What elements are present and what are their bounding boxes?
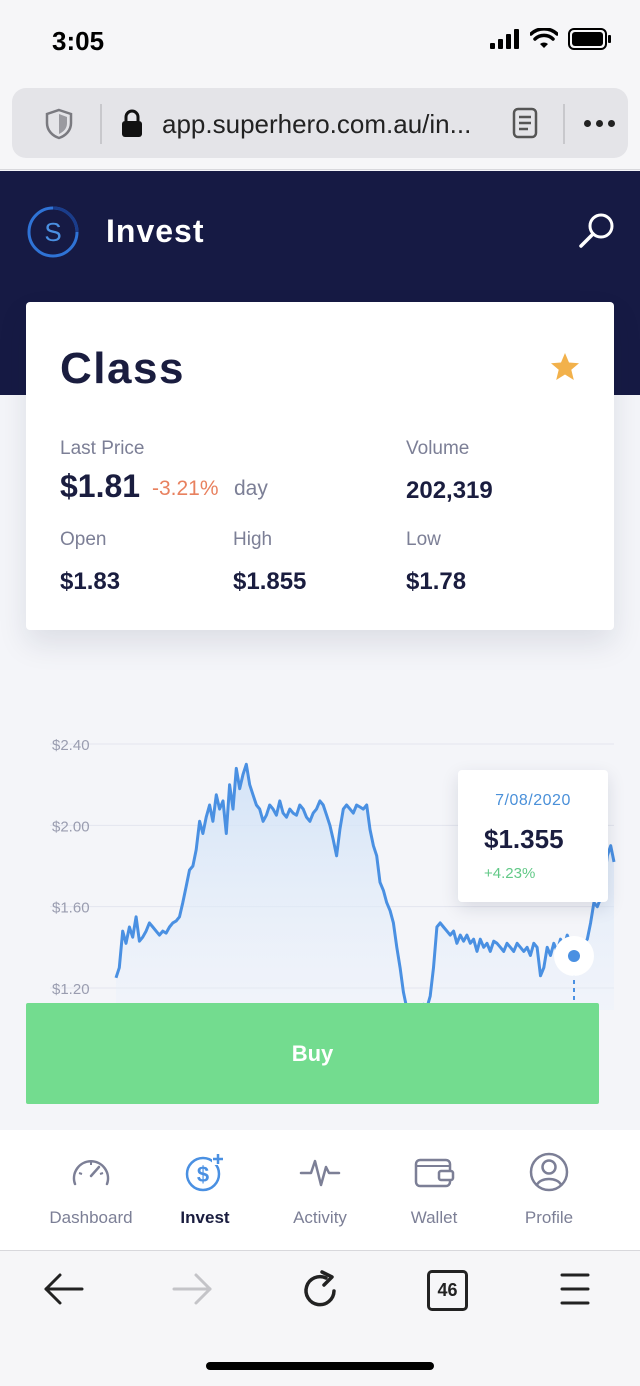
- lock-icon: [122, 109, 142, 137]
- nav-item-profile[interactable]: Profile: [489, 1150, 609, 1228]
- reader-mode-icon[interactable]: [512, 107, 538, 139]
- buy-button[interactable]: Buy: [26, 1003, 599, 1104]
- nav-label: Profile: [524, 1208, 574, 1227]
- status-bar: 3:05: [0, 0, 640, 80]
- star-icon[interactable]: [550, 352, 580, 382]
- tooltip-change: +4.23%: [484, 865, 536, 882]
- superhero-logo-icon[interactable]: S: [26, 205, 80, 259]
- browser-top-bar: app.superhero.com.au/in...: [0, 80, 640, 170]
- user-icon: [529, 1152, 569, 1192]
- y-tick-label: $2.40: [52, 737, 90, 754]
- last-price-value: $1.81: [60, 468, 141, 504]
- nav-item-dashboard[interactable]: Dashboard: [31, 1150, 151, 1228]
- bottom-nav: Dashboard $ Invest Activity: [0, 1130, 640, 1250]
- stock-name: Class: [60, 344, 185, 393]
- url-text[interactable]: app.superhero.com.au/in...: [162, 109, 472, 139]
- url-separator: [100, 104, 102, 144]
- volume-label: Volume: [406, 438, 470, 459]
- menu-icon[interactable]: [560, 1269, 590, 1309]
- more-options-icon[interactable]: [584, 120, 615, 127]
- nav-label: Invest: [180, 1208, 230, 1227]
- high-value: $1.855: [233, 568, 307, 595]
- forward-arrow-icon[interactable]: [170, 1269, 214, 1309]
- open-value: $1.83: [60, 568, 121, 595]
- url-separator: [563, 104, 565, 144]
- url-bar[interactable]: app.superhero.com.au/in...: [12, 88, 628, 158]
- y-tick-label: $2.00: [52, 818, 90, 835]
- high-label: High: [233, 529, 273, 550]
- battery-icon: [568, 28, 611, 50]
- chart-area: [116, 764, 614, 1021]
- reload-icon[interactable]: [300, 1269, 342, 1311]
- back-arrow-icon[interactable]: [42, 1269, 86, 1309]
- shield-icon[interactable]: [44, 108, 74, 140]
- nav-item-activity[interactable]: Activity: [260, 1150, 380, 1228]
- price-change: -3.21%: [152, 477, 219, 500]
- low-value: $1.78: [406, 568, 467, 595]
- wifi-icon: [530, 28, 558, 48]
- cursor-point[interactable]: [568, 950, 580, 962]
- low-label: Low: [406, 529, 441, 550]
- nav-item-invest[interactable]: $ Invest: [145, 1150, 265, 1228]
- logo-letter: S: [44, 217, 61, 247]
- tooltip-value: $1.355: [484, 824, 564, 854]
- last-price-label: Last Price: [60, 438, 145, 459]
- page-title: Invest: [106, 213, 205, 249]
- search-icon[interactable]: [578, 211, 616, 249]
- price-chart[interactable]: $2.40 $2.00 $1.60 $1.20: [0, 720, 640, 1022]
- dollar-plus-icon: $: [185, 1153, 224, 1192]
- nav-label: Wallet: [410, 1208, 458, 1227]
- open-label: Open: [60, 529, 107, 550]
- y-tick-label: $1.20: [52, 981, 90, 998]
- home-indicator: [206, 1362, 434, 1370]
- gauge-icon: [72, 1160, 110, 1186]
- nav-label: Activity: [293, 1208, 347, 1227]
- price-chart-svg[interactable]: $2.40 $2.00 $1.60 $1.20: [0, 720, 640, 1022]
- signal-icon: [490, 29, 519, 49]
- tabs-count-button[interactable]: 46: [427, 1270, 468, 1311]
- wallet-icon: [414, 1158, 455, 1188]
- y-tick-label: $1.60: [52, 900, 90, 917]
- chart-series-line: [114, 762, 616, 1022]
- tooltip-date: 7/08/2020: [495, 792, 571, 809]
- svg-text:$: $: [197, 1162, 209, 1187]
- price-change-period: day: [234, 477, 268, 500]
- stock-card: Class Last Price $1.81 -3.21% day Volume…: [26, 302, 614, 630]
- nav-item-wallet[interactable]: Wallet: [374, 1150, 494, 1228]
- status-icons: [490, 28, 612, 50]
- volume-value: 202,319: [406, 477, 493, 504]
- chart-tooltip: 7/08/2020 $1.355 +4.23%: [458, 770, 608, 902]
- pulse-icon: [299, 1159, 341, 1187]
- status-time: 3:05: [52, 26, 105, 56]
- nav-label: Dashboard: [49, 1208, 133, 1227]
